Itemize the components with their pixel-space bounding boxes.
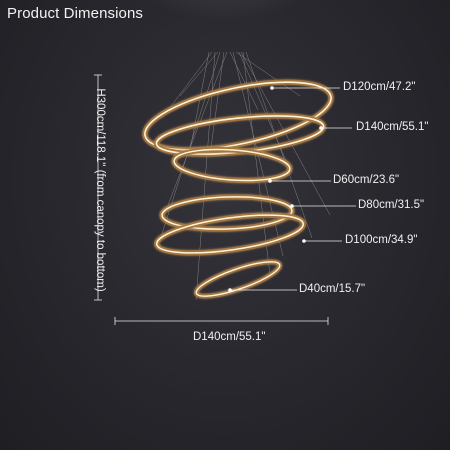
ring-d80 — [159, 194, 295, 232]
ring-d100 — [154, 212, 306, 256]
ring-label-d60: D60cm/23.6" — [333, 174, 400, 186]
leader-dots — [228, 86, 323, 292]
leader-lines — [230, 87, 356, 291]
height-label: H300cm/118.1" (from canopy to bottom) — [94, 88, 106, 292]
canopy-shadow — [135, 0, 315, 65]
suspension-wires — [159, 51, 331, 301]
ring-label-d100: D100cm/34.9" — [345, 234, 418, 246]
ring-label-d80: D80cm/31.5" — [358, 199, 425, 211]
ring-label-d140: D140cm/55.1" — [356, 121, 429, 133]
page-title: Product Dimensions — [7, 5, 144, 22]
ring-label-d120: D120cm/47.2" — [343, 81, 416, 93]
ring-d60 — [171, 146, 293, 184]
height-dimension-line — [94, 74, 102, 301]
ring-d120 — [142, 79, 334, 153]
width-dimension-line — [114, 317, 329, 325]
ring-d40 — [194, 259, 282, 299]
ring-label-d40: D40cm/15.7" — [299, 283, 366, 295]
width-label: D140cm/55.1" — [193, 331, 266, 343]
